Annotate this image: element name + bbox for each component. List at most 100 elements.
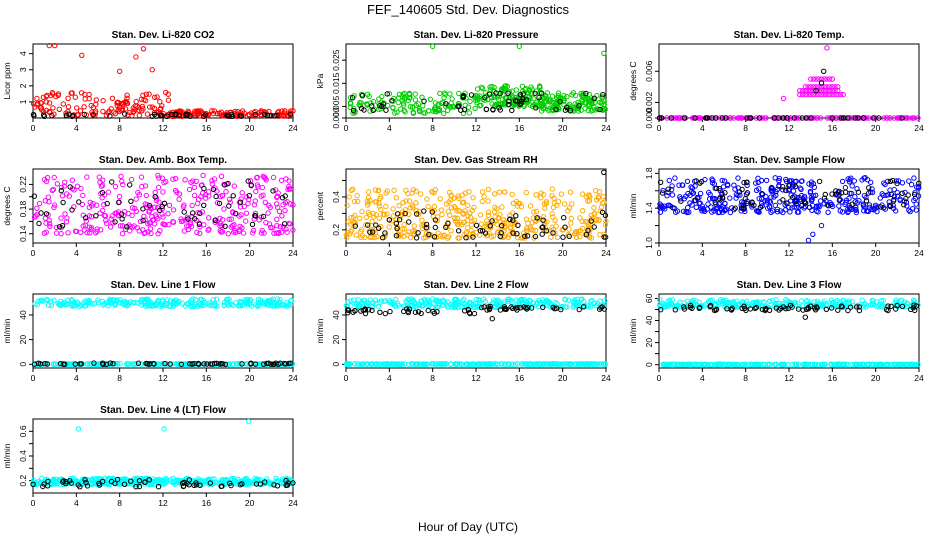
overlay-point [693,178,699,184]
data-point [477,212,484,218]
overlay-point [423,221,430,228]
overlay-point [863,198,870,204]
data-point [180,204,187,210]
overlay-point [465,306,471,313]
overlay-point [359,93,366,99]
data-point [125,210,131,217]
data-point [445,107,451,114]
data-point [466,110,472,116]
data-point [362,234,368,241]
data-point [344,235,350,241]
data-point [818,222,825,229]
overlay-point [506,98,512,104]
overlay-point [598,305,604,311]
data-point [468,214,474,221]
data-point [440,299,446,305]
data-point [660,205,666,211]
data-point [390,105,396,111]
overlay-point [856,304,862,310]
data-point [270,174,277,181]
data-point [100,207,106,214]
data-point [111,109,117,115]
overlay-point [518,100,524,107]
data-point [353,232,359,238]
data-point [448,193,454,199]
x-tick-label: 20 [558,373,568,383]
data-point [523,227,530,233]
data-point [176,191,183,197]
data-point [908,181,915,188]
data-point [773,302,780,308]
data-point [395,302,402,309]
data-point [82,298,89,304]
data-point [533,208,540,215]
data-point [705,201,711,207]
overlay-point [539,231,545,237]
overlay-point [225,180,231,187]
data-point [491,94,497,101]
data-point [156,175,162,181]
overlay-point [261,361,267,367]
data-point [241,203,247,210]
x-tick-label: 8 [430,248,435,258]
data-point [223,189,229,195]
overlay-point [233,210,239,217]
overlay-point [178,361,185,367]
overlay-point [887,203,893,210]
overlay-point [780,197,786,203]
x-tick-label: 0 [657,248,662,258]
overlay-point [670,205,676,211]
data-point [155,478,162,484]
data-point [478,102,484,109]
data-point [231,229,237,235]
data-point [904,300,911,307]
data-point [64,215,70,221]
data-point [774,209,781,215]
overlay-point [517,91,523,98]
overlay-point [540,217,546,223]
overlay-point [109,179,115,185]
overlay-point [792,183,799,190]
data-point [243,210,250,216]
data-point [695,115,701,121]
overlay-point [157,207,163,214]
overlay-point [543,228,549,234]
data-point [876,301,883,308]
data-point [672,303,679,309]
data-point [835,361,841,367]
data-point [212,479,219,485]
data-point [832,88,838,94]
overlay-point [486,306,493,313]
data-point [218,229,225,235]
data-point [280,224,286,230]
data-point [885,362,891,368]
overlay-point [550,304,556,311]
data-point [192,297,199,303]
overlay-point [658,115,665,121]
overlay-point [564,104,570,111]
x-tick-label: 4 [387,248,392,258]
overlay-point [588,218,594,224]
data-point [448,204,455,211]
data-point [159,298,165,305]
data-point [449,96,455,102]
data-point [369,299,376,306]
data-point [569,92,575,98]
data-point [796,115,803,121]
overlay-point [281,360,288,367]
data-point [601,101,607,108]
data-point [282,207,288,214]
data-point [894,361,900,368]
overlay-point [264,112,270,118]
x-tick-label: 16 [828,248,838,258]
x-tick-label: 0 [31,498,36,508]
data-point [594,361,600,367]
data-point [533,361,540,367]
data-point [400,91,406,97]
overlay-point [553,305,560,311]
overlay-point [899,190,905,197]
y-tick-label: 0.4 [331,191,341,203]
data-points [657,175,922,244]
overlay-point [601,306,607,312]
data-point [549,193,555,199]
